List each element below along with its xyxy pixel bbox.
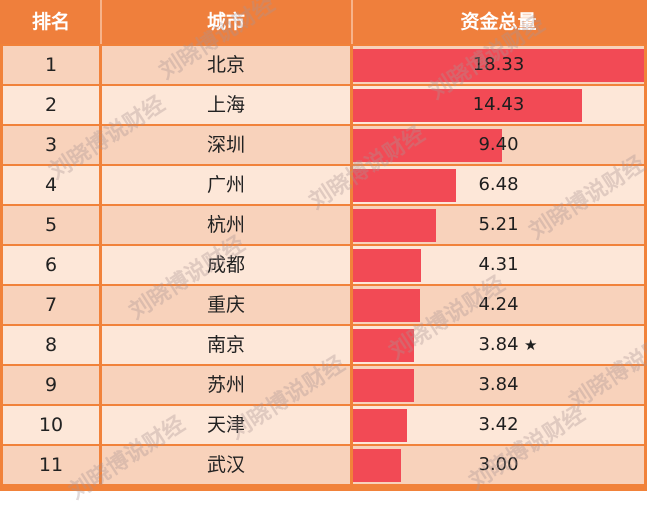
value-cell: 3.00	[353, 446, 644, 484]
value-label: 18.33	[472, 54, 525, 75]
table-row: 5 杭州 5.21	[0, 206, 647, 244]
city-cell: 北京	[102, 46, 350, 84]
rank-cell: 6	[3, 246, 99, 284]
value-cell: 3.84	[353, 366, 644, 404]
table-row: 10 天津 3.42	[0, 406, 647, 444]
ranking-table: 排名 城市 资金总量 1 北京 18.33 2 上海 14.43 3 深圳 9.40 4 广州 6.4…	[0, 0, 647, 491]
city-cell: 重庆	[102, 286, 350, 324]
header-value: 资金总量	[460, 11, 537, 33]
value-label: 3.84	[478, 374, 519, 395]
city-cell: 杭州	[102, 206, 350, 244]
city-cell: 天津	[102, 406, 350, 444]
star-icon: ★	[524, 336, 538, 354]
value-bar	[353, 409, 407, 442]
rank-cell: 2	[3, 86, 99, 124]
rank-cell: 11	[3, 446, 99, 484]
value-label: 3.00	[478, 454, 519, 475]
value-label: 4.31	[478, 254, 519, 275]
value-bar	[353, 49, 644, 82]
value-cell: 18.33	[353, 46, 644, 84]
header-rank: 排名	[31, 11, 70, 33]
table-row: 9 苏州 3.84	[0, 366, 647, 404]
value-cell: 4.24	[353, 286, 644, 324]
value-bar	[353, 209, 436, 242]
value-label: 3.84	[478, 334, 519, 355]
value-bar	[353, 89, 582, 122]
rank-cell: 1	[3, 46, 99, 84]
value-bar	[353, 289, 420, 322]
value-label: 4.24	[478, 294, 519, 315]
rank-cell: 9	[3, 366, 99, 404]
value-label: 14.43	[472, 94, 525, 115]
city-cell: 武汉	[102, 446, 350, 484]
rank-cell: 7	[3, 286, 99, 324]
value-label: 9.40	[478, 134, 519, 155]
value-cell: 6.48	[353, 166, 644, 204]
value-bar	[353, 369, 414, 402]
header-divider	[351, 0, 353, 44]
table-row: 8 南京 3.84 ★	[0, 326, 647, 364]
header-divider	[100, 0, 102, 44]
table-row: 2 上海 14.43	[0, 86, 647, 124]
value-bar	[353, 249, 421, 282]
value-bar	[353, 129, 502, 162]
value-cell: 3.42	[353, 406, 644, 444]
value-cell: 9.40	[353, 126, 644, 164]
value-bar	[353, 449, 401, 482]
value-cell: 4.31	[353, 246, 644, 284]
table-row: 11 武汉 3.00	[0, 446, 647, 484]
value-cell: 3.84 ★	[353, 326, 644, 364]
city-cell: 成都	[102, 246, 350, 284]
city-cell: 上海	[102, 86, 350, 124]
table-row: 3 深圳 9.40	[0, 126, 647, 164]
city-cell: 深圳	[102, 126, 350, 164]
rank-cell: 3	[3, 126, 99, 164]
city-cell: 苏州	[102, 366, 350, 404]
table-row: 1 北京 18.33	[0, 46, 647, 84]
value-bar	[353, 169, 456, 202]
rank-cell: 5	[3, 206, 99, 244]
rank-cell: 8	[3, 326, 99, 364]
value-label: 5.21	[478, 214, 519, 235]
table-row: 6 成都 4.31	[0, 246, 647, 284]
value-label: 6.48	[478, 174, 519, 195]
city-cell: 南京	[102, 326, 350, 364]
rank-cell: 10	[3, 406, 99, 444]
city-cell: 广州	[102, 166, 350, 204]
rank-cell: 4	[3, 166, 99, 204]
value-label: 3.42	[478, 414, 519, 435]
value-cell: 14.43	[353, 86, 644, 124]
value-bar	[353, 329, 414, 362]
table-header: 排名 城市 资金总量	[0, 0, 647, 44]
header-city: 城市	[206, 11, 245, 33]
table-row: 7 重庆 4.24	[0, 286, 647, 324]
value-cell: 5.21	[353, 206, 644, 244]
table-row: 4 广州 6.48	[0, 166, 647, 204]
